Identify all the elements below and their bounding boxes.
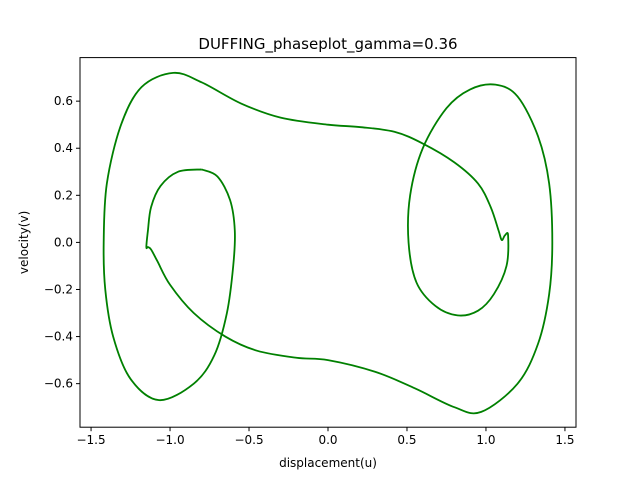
x-tick-label: 0.5	[397, 433, 416, 447]
x-tick-label: 0.0	[318, 433, 337, 447]
chart-title: DUFFING_phaseplot_gamma=0.36	[198, 35, 457, 54]
x-tick-label: −1.5	[76, 433, 105, 447]
y-tick-label: −0.6	[44, 377, 73, 391]
phase-trajectory-line	[102, 71, 554, 415]
plot-area	[102, 71, 554, 415]
y-axis-ticks: −0.6 −0.4 −0.2 0.0 0.2 0.4 0.6	[44, 94, 80, 391]
x-tick-label: 1.0	[476, 433, 495, 447]
y-axis-label: velocity(v)	[17, 211, 31, 274]
y-tick-label: −0.4	[44, 330, 73, 344]
x-tick-label: −0.5	[234, 433, 263, 447]
y-tick-label: 0.4	[54, 141, 73, 155]
y-tick-label: 0.6	[54, 94, 73, 108]
plot-frame	[79, 57, 577, 428]
x-tick-label: −1.0	[155, 433, 184, 447]
x-axis-label: displacement(u)	[279, 456, 377, 470]
y-tick-label: −0.2	[44, 282, 73, 296]
y-tick-label: 0.2	[54, 188, 73, 202]
x-tick-label: 1.5	[555, 433, 574, 447]
x-axis-ticks: −1.5 −1.0 −0.5 0.0 0.5 1.0 1.5	[76, 427, 574, 447]
y-tick-label: 0.0	[54, 235, 73, 249]
